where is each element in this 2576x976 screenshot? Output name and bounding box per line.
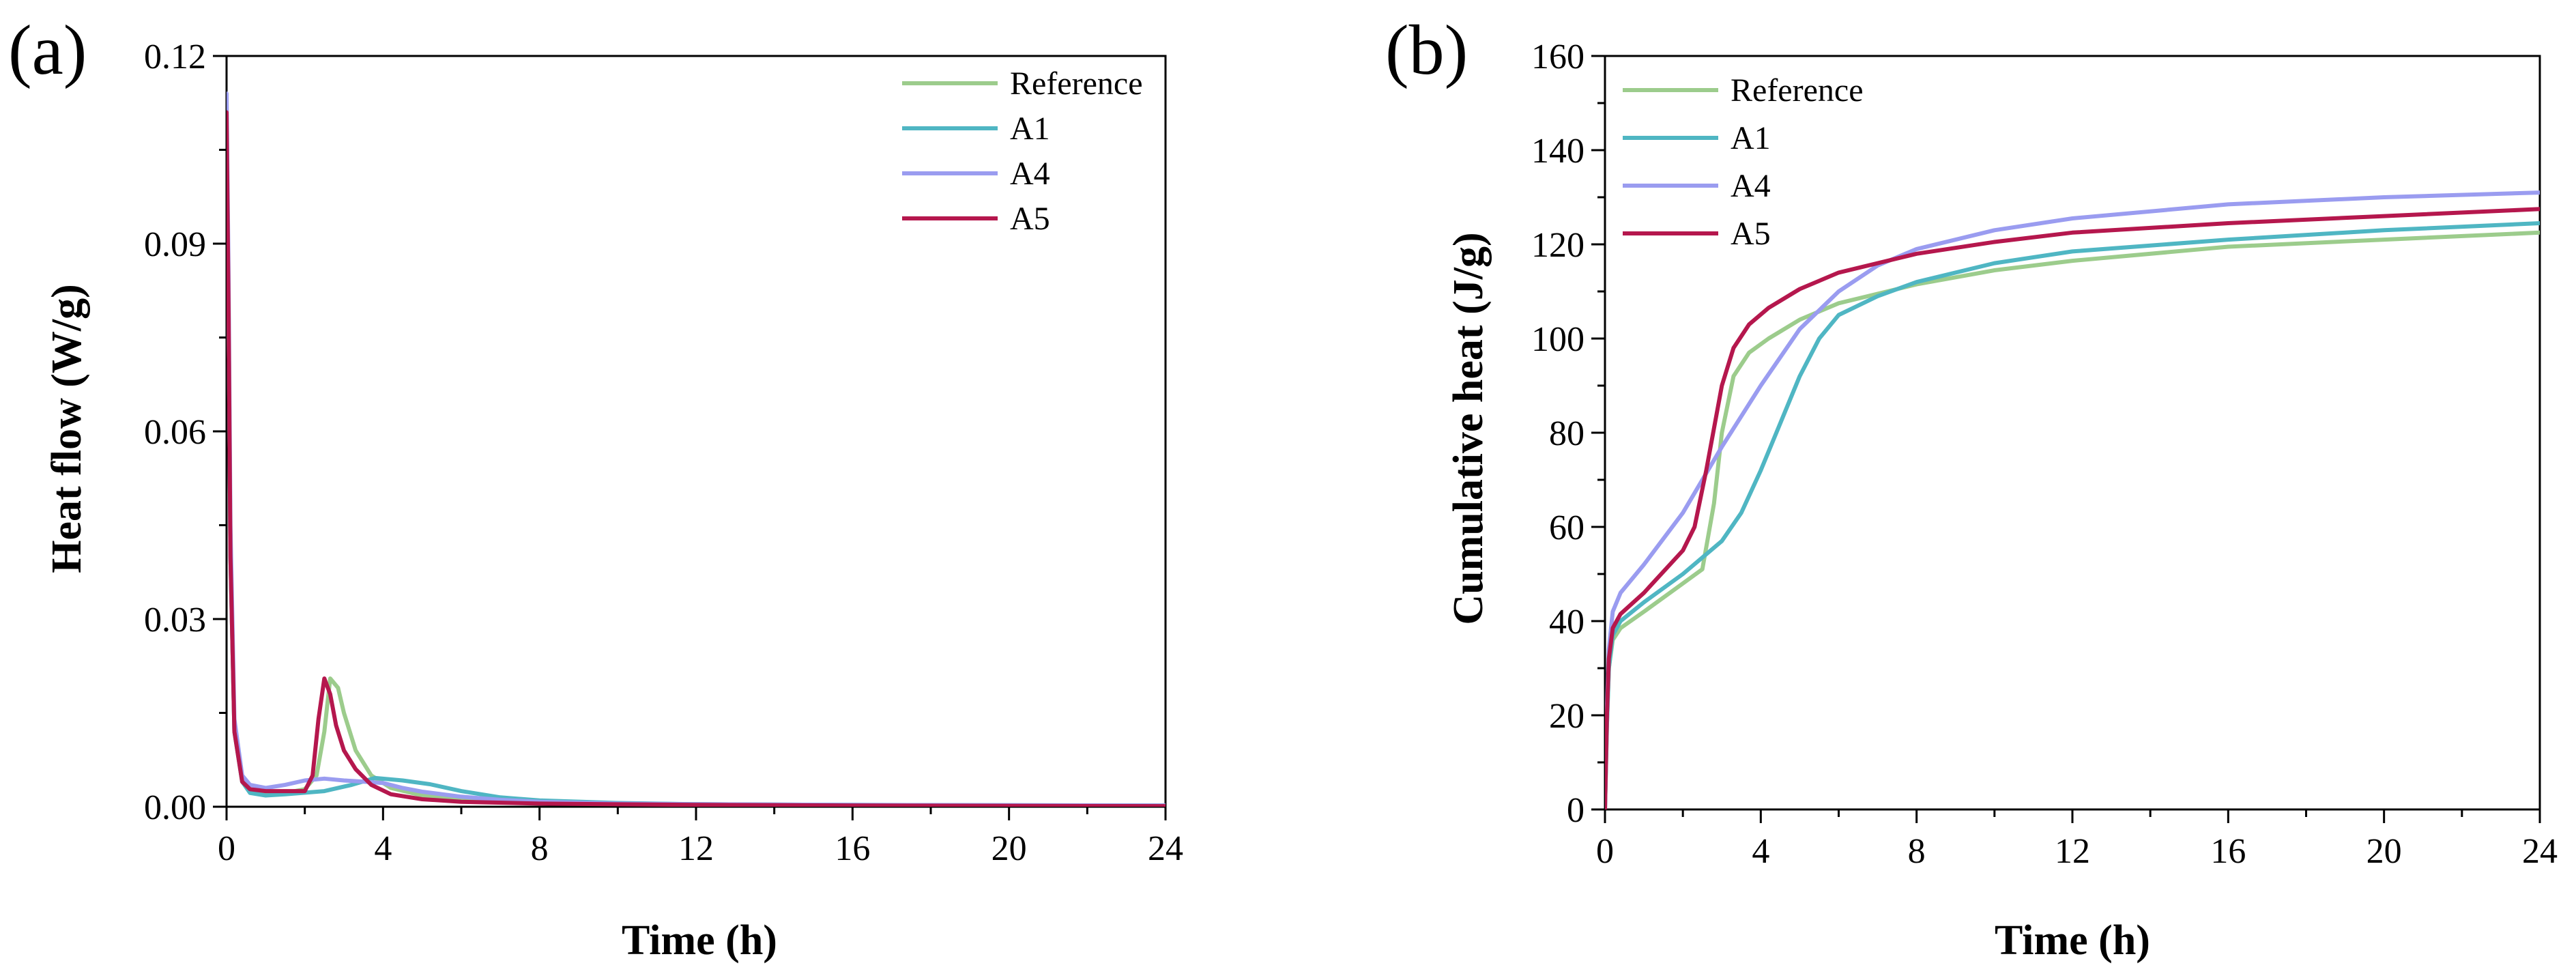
y-tick-label-a: 0.06 [144,413,206,452]
y-tick-label-b: 40 [1549,603,1584,642]
y-tick-label-b: 80 [1549,414,1584,453]
series-line-a1 [1605,221,2540,809]
series-line-reference [1605,230,2540,809]
x-tick-label-a: 12 [678,829,714,868]
plot-area-a: 0 4 8 12 16 20 24 0.00 0.03 0.06 0.09 0.12 Reference… [144,38,1183,868]
legend-label-a4: A4 [1010,156,1050,192]
series-line-a4 [1605,190,2540,809]
x-tick-label-b: 0 [1596,832,1614,871]
legend-label-a1: A1 [1010,111,1050,147]
y-tick-label-a: 0.00 [144,788,206,827]
series-line-a5 [227,110,1166,807]
y-tick-label-b: 160 [1531,38,1584,76]
y-tick-label-b: 100 [1531,320,1584,359]
legend-b: Reference A1 A4 A5 [1623,72,1864,252]
y-tick-label-b: 140 [1531,132,1584,171]
x-tick-label-a: 20 [992,829,1027,868]
y-tick-label-b: 60 [1549,508,1584,547]
x-axis-title-a: Time (h) [622,917,777,964]
x-tick-label-a: 4 [374,829,392,868]
y-axis-title-a: Heat flow (W/g) [44,284,90,573]
chart-panel-a: (a) 0 4 8 12 16 20 24 0.00 0.03 0.06 0.09 0.12 Refer… [8,11,1183,964]
x-tick-label-b: 12 [2055,832,2090,871]
series-group-b [1605,190,2540,809]
x-tick-label-b: 24 [2522,832,2558,871]
x-axis-title-b: Time (h) [1995,917,2150,964]
legend-label-reference: Reference [1010,66,1143,102]
legend-label-a5: A5 [1010,201,1050,237]
x-tick-label-a: 0 [218,829,235,868]
legend-label-a4: A4 [1731,168,1771,204]
series-line-a5 [1605,207,2540,809]
y-tick-label-a: 0.03 [144,601,206,640]
y-axis-title-b: Cumulative heat (J/g) [1445,232,1492,625]
x-tick-label-b: 16 [2210,832,2246,871]
x-tick-label-b: 4 [1752,832,1769,871]
x-tick-label-b: 8 [1908,832,1926,871]
x-tick-label-a: 24 [1148,829,1183,868]
legend-label-a5: A5 [1731,216,1771,252]
chart-panel-b: (b) 0 4 8 12 16 20 24 0 20 40 60 80 100 120 140 160 Refe… [1385,11,2558,964]
series-group-a [227,91,1166,807]
x-tick-label-a: 8 [531,829,549,868]
y-tick-label-b: 0 [1567,791,1584,830]
y-tick-label-b: 20 [1549,697,1584,736]
panel-label-a: (a) [8,11,87,89]
x-tick-label-a: 16 [835,829,870,868]
plot-area-b: 0 4 8 12 16 20 24 0 20 40 60 80 100 120 140 160 Referenc… [1531,38,2558,871]
y-tick-label-b: 120 [1531,226,1584,265]
y-tick-label-a: 0.09 [144,225,206,264]
y-tick-label-a: 0.12 [144,38,206,76]
panel-label-b: (b) [1385,11,1468,89]
x-tick-label-b: 20 [2367,832,2402,871]
legend-a: Reference A1 A4 A5 [902,66,1143,237]
legend-label-reference: Reference [1731,72,1864,109]
legend-label-a1: A1 [1731,120,1771,156]
